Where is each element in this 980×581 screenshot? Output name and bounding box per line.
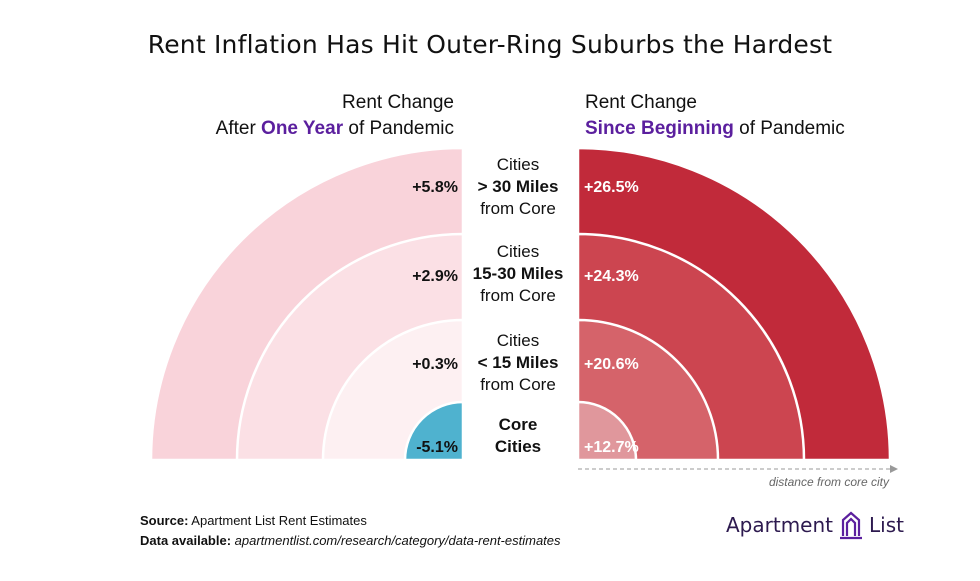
ring-label-outer-line3: from Core	[480, 199, 556, 218]
distance-axis-label: distance from core city	[769, 475, 890, 489]
apartment-list-logo: Apartment List	[726, 508, 904, 542]
right-ring-core	[576, 400, 638, 462]
source-label: Source:	[140, 513, 189, 528]
ring-label-outer-line2: > 30 Miles	[477, 177, 559, 196]
chart-title: Rent Inflation Has Hit Outer-Ring Suburb…	[147, 30, 833, 59]
right-rings-group	[576, 146, 892, 462]
right-value-outer: +26.5%	[584, 179, 639, 196]
source-text: Apartment List Rent Estimates	[188, 513, 367, 528]
ring-label-mid-line1: Cities	[496, 242, 540, 261]
logo-word-apartment: Apartment	[726, 513, 834, 537]
left-header-line2: After One Year of Pandemic	[216, 116, 454, 142]
left-panel-header: Rent Change After One Year of Pandemic	[216, 90, 454, 142]
logo-word-list: List	[869, 513, 904, 537]
logo-mark-icon	[840, 511, 863, 540]
right-value-mid: +24.3%	[584, 268, 639, 285]
ring-label-mid-line3: from Core	[480, 286, 556, 305]
source-note: Source: Apartment List Rent Estimates Da…	[140, 511, 561, 551]
left-value-outer: +5.8%	[412, 179, 458, 196]
ring-label-core-line1: Core	[498, 415, 538, 434]
ring-label-inner-line2: < 15 Miles	[477, 353, 559, 372]
source-line: Source: Apartment List Rent Estimates	[140, 511, 561, 531]
right-header-line2: Since Beginning of Pandemic	[585, 116, 845, 142]
ring-label-outer-line1: Cities	[496, 155, 540, 174]
ring-label-outer: Cities > 30 Miles from Core	[463, 154, 573, 220]
ring-label-mid-line2: 15-30 Miles	[472, 264, 564, 283]
left-ring-core	[403, 400, 465, 462]
data-available-line: Data available: apartmentlist.com/resear…	[140, 531, 561, 551]
right-header-accent: Since Beginning	[585, 118, 734, 139]
data-available-label: Data available:	[140, 533, 232, 548]
left-header-line1: Rent Change	[342, 92, 454, 113]
ring-label-core: Core Cities	[463, 414, 573, 458]
data-available-link[interactable]: apartmentlist.com/research/category/data…	[231, 533, 561, 548]
left-rings-group	[149, 146, 465, 462]
distance-axis-arrow	[890, 465, 898, 473]
ring-label-core-line2: Cities	[494, 437, 542, 456]
right-header-suffix: of Pandemic	[733, 118, 845, 139]
right-value-core: +12.7%	[584, 439, 639, 456]
left-value-inner: +0.3%	[412, 356, 458, 373]
right-value-inner: +20.6%	[584, 356, 639, 373]
left-header-prefix: After	[215, 118, 262, 139]
ring-label-inner-line1: Cities	[496, 331, 540, 350]
left-header-suffix: of Pandemic	[343, 118, 454, 139]
left-value-core: -5.1%	[416, 439, 458, 456]
right-panel-header: Rent Change Since Beginning of Pandemic	[585, 90, 845, 142]
ring-label-inner: Cities < 15 Miles from Core	[463, 330, 573, 396]
value-labels-group: +5.8% +26.5% +2.9% +24.3% +0.3% +20.6% -5.1% +1…	[412, 179, 639, 456]
left-value-mid: +2.9%	[412, 268, 458, 285]
right-header-line1: Rent Change	[585, 92, 697, 113]
ring-label-inner-line3: from Core	[480, 375, 556, 394]
left-header-accent: One Year	[261, 118, 344, 139]
ring-label-mid: Cities 15-30 Miles from Core	[463, 241, 573, 307]
